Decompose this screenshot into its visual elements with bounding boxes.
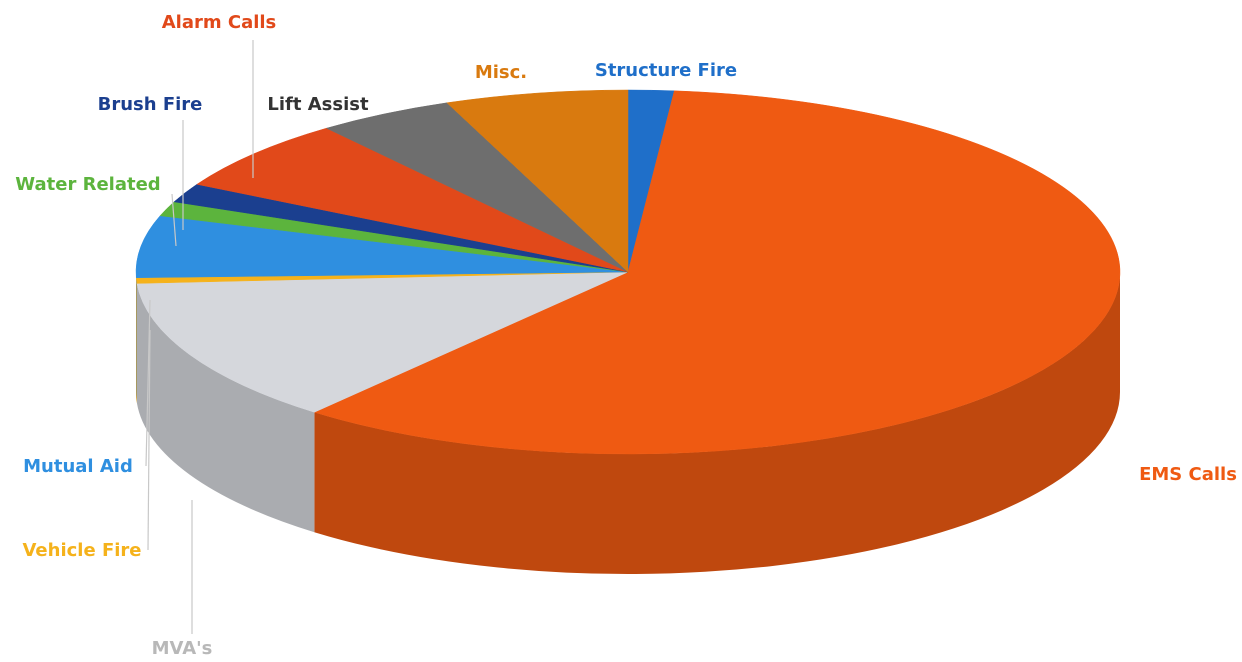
- slice-mva-s: [136, 271, 629, 413]
- label-mutual-aid: Mutual Aid: [23, 456, 133, 477]
- label-misc: Misc.: [475, 62, 527, 83]
- slice-side-ems-calls: [314, 272, 1120, 574]
- leader-line-water-related: [171, 193, 177, 247]
- leader-line-vehicle-fire: [147, 329, 151, 551]
- slice-side-mva-s: [136, 283, 315, 533]
- slice-side-vehicle-fire: [136, 277, 137, 404]
- leader-lines: [145, 40, 254, 634]
- leader-line-mutual-aid: [145, 299, 151, 467]
- slice-misc: [446, 89, 629, 273]
- label-brush-fire: Brush Fire: [98, 94, 203, 115]
- label-structure-fire: Structure Fire: [595, 60, 737, 81]
- slice-mutual-aid: [135, 215, 629, 278]
- pie-side-walls: [136, 272, 1120, 574]
- label-water-related: Water Related: [15, 174, 160, 195]
- slice-alarm-calls: [196, 127, 629, 273]
- pie-slices: [135, 89, 1121, 455]
- label-mva-s: MVA's: [152, 638, 213, 659]
- label-ems-calls: EMS Calls: [1139, 464, 1237, 485]
- label-lift-assist: Lift Assist: [267, 94, 369, 115]
- slice-ems-calls: [313, 90, 1121, 455]
- label-vehicle-fire: Vehicle Fire: [22, 540, 141, 561]
- slice-labels: Structure Fire EMS Calls MVA's Vehicle Fire…: [15, 12, 1237, 659]
- label-alarm-calls: Alarm Calls: [162, 12, 277, 33]
